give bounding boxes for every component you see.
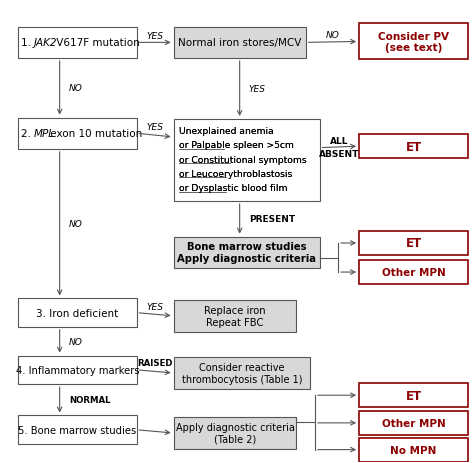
FancyBboxPatch shape <box>359 135 468 159</box>
Text: YES: YES <box>146 32 164 41</box>
FancyBboxPatch shape <box>359 438 468 462</box>
Text: NO: NO <box>326 31 339 39</box>
FancyBboxPatch shape <box>173 357 310 389</box>
Text: Consider reactive
thrombocytosis (Table 1): Consider reactive thrombocytosis (Table … <box>182 363 302 384</box>
FancyBboxPatch shape <box>18 299 137 327</box>
Text: NO: NO <box>69 84 83 93</box>
Text: or Constitutional symptoms: or Constitutional symptoms <box>179 155 307 164</box>
Text: Replace iron
Repeat FBC: Replace iron Repeat FBC <box>204 306 266 327</box>
Text: or Dysplastic blood film: or Dysplastic blood film <box>179 184 288 193</box>
Text: Other MPN: Other MPN <box>382 418 446 428</box>
FancyBboxPatch shape <box>359 411 468 435</box>
Text: exon 10 mutation: exon 10 mutation <box>47 129 143 139</box>
Text: 1.: 1. <box>20 38 34 48</box>
FancyBboxPatch shape <box>18 118 137 150</box>
Text: ET: ET <box>405 140 421 153</box>
FancyBboxPatch shape <box>173 237 319 269</box>
FancyBboxPatch shape <box>359 25 468 60</box>
FancyBboxPatch shape <box>18 28 137 59</box>
Text: 4. Inflammatory markers: 4. Inflammatory markers <box>16 365 139 375</box>
FancyBboxPatch shape <box>173 300 296 332</box>
FancyBboxPatch shape <box>359 232 468 256</box>
FancyBboxPatch shape <box>18 356 137 384</box>
Text: or Leucoerythroblastosis: or Leucoerythroblastosis <box>179 169 292 178</box>
Text: V617F mutation: V617F mutation <box>53 38 140 48</box>
Text: ET: ET <box>405 237 421 250</box>
Text: NO: NO <box>69 219 83 229</box>
Text: 5. Bone marrow studies: 5. Bone marrow studies <box>18 425 137 435</box>
Text: YES: YES <box>146 302 164 311</box>
Text: Normal iron stores/MCV: Normal iron stores/MCV <box>178 38 301 48</box>
FancyBboxPatch shape <box>173 28 306 59</box>
Text: YES: YES <box>146 123 164 132</box>
Text: Unexplained anemia: Unexplained anemia <box>179 127 274 136</box>
Text: ABSENT: ABSENT <box>319 150 359 158</box>
FancyBboxPatch shape <box>18 416 137 444</box>
Text: No MPN: No MPN <box>390 444 437 455</box>
Text: or Palpable spleen >5cm: or Palpable spleen >5cm <box>179 141 294 150</box>
Text: Apply diagnostic criteria
(Table 2): Apply diagnostic criteria (Table 2) <box>175 422 294 444</box>
Text: ET: ET <box>405 389 421 402</box>
FancyBboxPatch shape <box>359 261 468 284</box>
Text: YES: YES <box>249 85 266 94</box>
Text: Consider PV
(see text): Consider PV (see text) <box>378 31 449 53</box>
FancyBboxPatch shape <box>173 418 296 449</box>
FancyBboxPatch shape <box>359 383 468 407</box>
Text: or Palpable spleen >5cm: or Palpable spleen >5cm <box>179 141 294 150</box>
Text: NORMAL: NORMAL <box>69 395 110 405</box>
Text: RAISED: RAISED <box>137 358 173 367</box>
Text: 2.: 2. <box>20 129 34 139</box>
Text: PRESENT: PRESENT <box>249 215 295 224</box>
Text: Bone marrow studies
Apply diagnostic criteria: Bone marrow studies Apply diagnostic cri… <box>177 242 316 263</box>
Text: 3. Iron deficient: 3. Iron deficient <box>36 308 118 318</box>
Text: JAK2: JAK2 <box>34 38 57 48</box>
Text: Unexplained anemia: Unexplained anemia <box>179 127 274 136</box>
Text: or Leucoerythroblastosis: or Leucoerythroblastosis <box>179 169 292 178</box>
FancyBboxPatch shape <box>173 119 319 201</box>
Text: MPL: MPL <box>34 129 55 139</box>
Text: or Constitutional symptoms: or Constitutional symptoms <box>179 155 307 164</box>
Text: ALL: ALL <box>330 137 348 146</box>
Text: Other MPN: Other MPN <box>382 268 446 277</box>
Text: NO: NO <box>69 337 83 346</box>
Text: or Dysplastic blood film: or Dysplastic blood film <box>179 184 288 193</box>
